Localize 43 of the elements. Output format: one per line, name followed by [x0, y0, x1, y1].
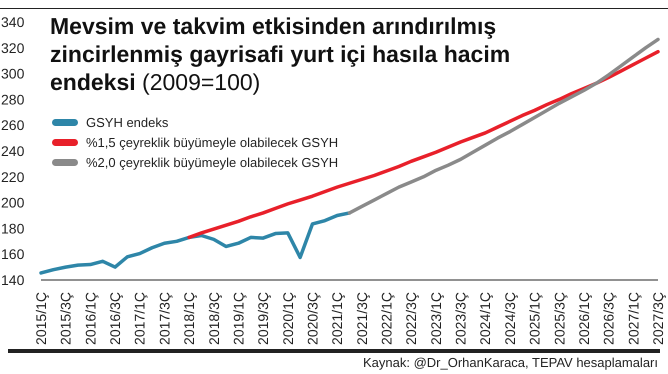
y-tick-label: 140: [1, 272, 25, 288]
text: Kaynak: @Dr_OrhanKaraca, TEPAV hesaplamaları: [362, 355, 658, 370]
x-tick-label: 2016/3Ç: [107, 292, 124, 345]
x-tick-label: 2019/1Ç: [230, 292, 246, 345]
legend-label: GSYH endeks: [86, 114, 168, 130]
x-tick-label: 2026/3Ç: [600, 292, 617, 345]
y-tick-label: 240: [1, 142, 25, 159]
x-tick-label: 2020/1Ç: [280, 292, 296, 345]
x-tick-label: 2027/3Ç: [650, 292, 666, 345]
x-tick-label: 2027/1Ç: [625, 292, 642, 345]
x-tick-label: 2022/3Ç: [403, 292, 420, 345]
x-tick-label: 2021/3Ç: [354, 292, 370, 345]
x-tick-label: 2025/1Ç: [526, 292, 543, 345]
x-tick-label: 2019/3Ç: [255, 292, 272, 345]
y-tick-label: 200: [1, 194, 25, 211]
y-tick-label: 180: [1, 220, 25, 236]
x-tick-label: 2024/3Ç: [502, 292, 518, 345]
y-tick-label: 300: [1, 66, 25, 82]
legend-label: %1,5 çeyreklik büyümeyle olabilecek GSYH: [86, 134, 338, 150]
x-tick-label: 2015/1Ç: [33, 292, 49, 345]
x-tick-label: 2017/3Ç: [156, 292, 172, 345]
x-tick-label: 2018/1Ç: [181, 292, 198, 345]
x-tick-label: 2020/3Ç: [304, 292, 320, 345]
x-tick-label: 2021/1Ç: [329, 292, 346, 345]
x-tick-label: 2026/1Ç: [576, 292, 592, 345]
y-tick-label: 160: [1, 246, 25, 262]
y-tick-label: 260: [1, 117, 25, 134]
x-tick-label: 2024/1Ç: [477, 292, 494, 345]
x-tick-label: 2018/3Ç: [206, 292, 222, 345]
y-tick-label: 320: [1, 40, 25, 56]
x-tick-label: 2015/3Ç: [58, 292, 74, 345]
x-tick-label: 2022/1Ç: [378, 292, 395, 345]
x-tick-label: 2017/1Ç: [132, 292, 148, 345]
y-tick-label: 340: [1, 14, 25, 30]
legend-label: %2,0 çeyreklik büyümeyle olabilecek GSYH: [86, 154, 338, 170]
x-tick-label: 2023/1Ç: [428, 292, 444, 345]
y-tick-label: 220: [1, 168, 25, 185]
line-series: [39, 211, 352, 275]
x-tick-label: 2023/3Ç: [452, 292, 469, 345]
text: (2009=100): [141, 69, 260, 95]
x-tick-label: 2016/1Ç: [82, 292, 98, 345]
x-tick-label: 2025/3Ç: [551, 292, 568, 345]
y-tick-label: 280: [1, 91, 25, 108]
